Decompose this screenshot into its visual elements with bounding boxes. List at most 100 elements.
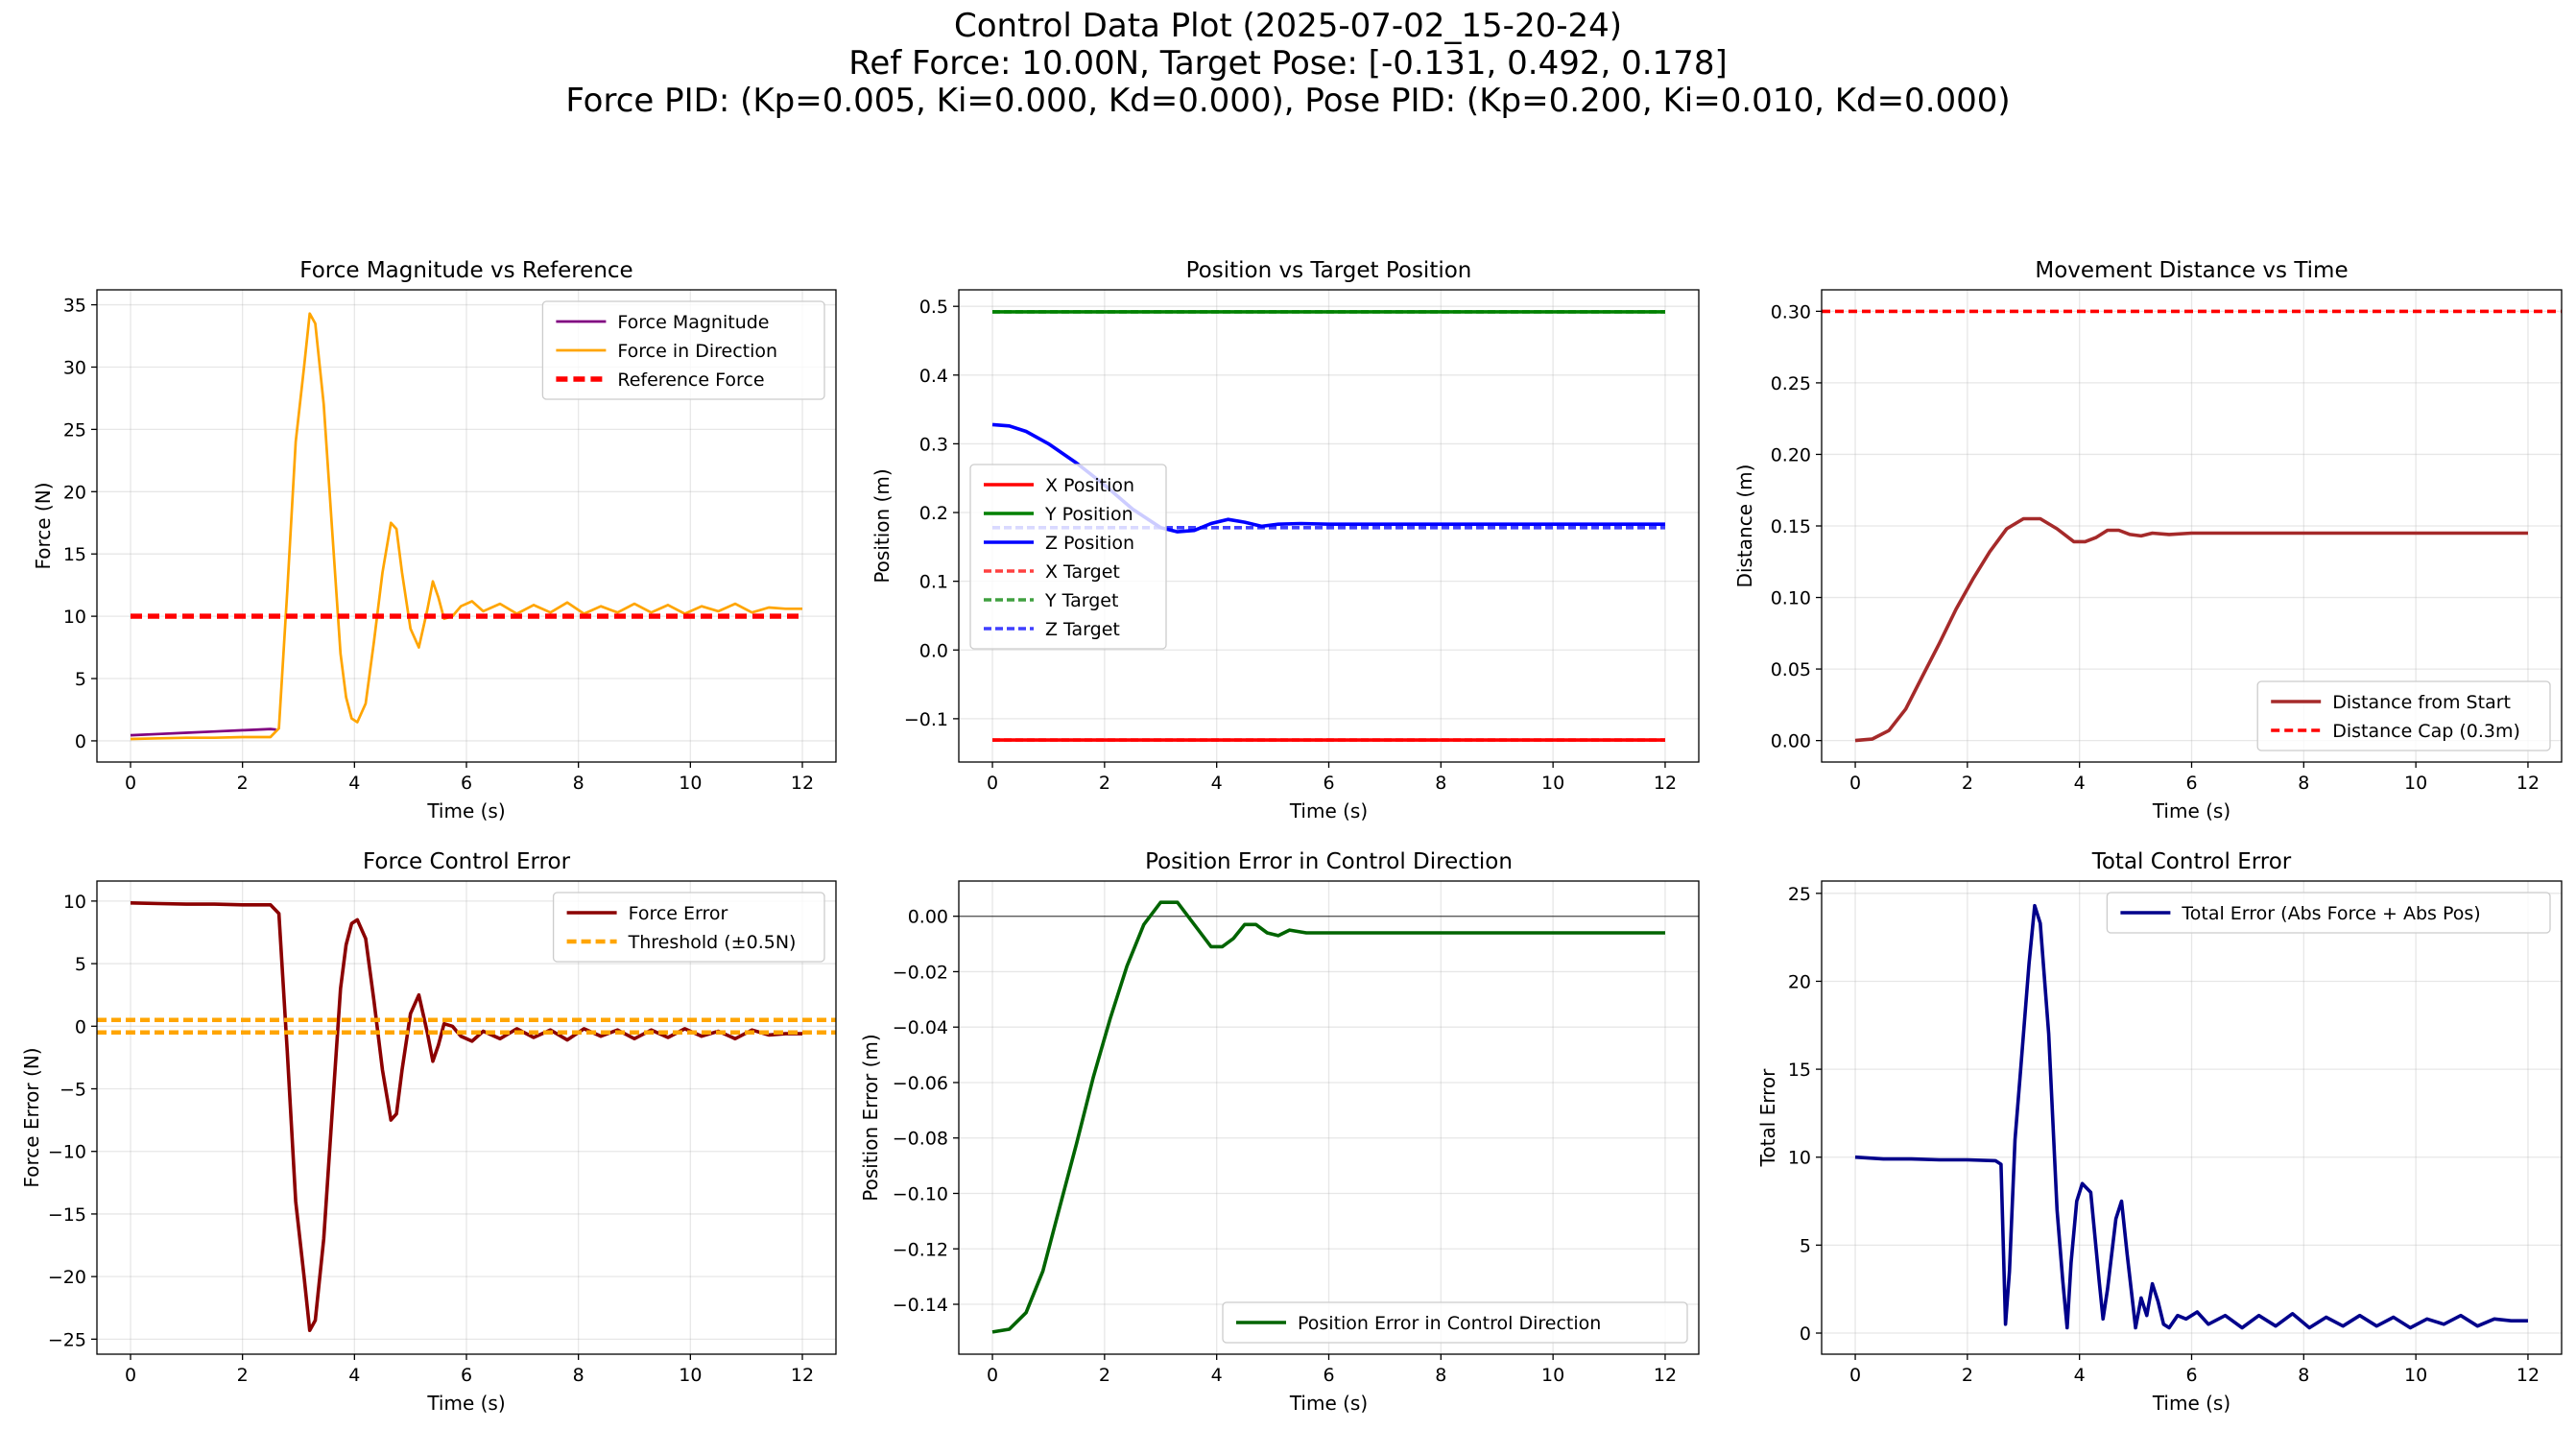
chart-distance: 0 2 4 6 8 10 12 0.00 0.05 0.10 0.15 0.20 0.25 0.30 Mov… [1733,258,2563,822]
y-tick-label: 0.1 [919,572,948,593]
y-tick-label: 0.0 [919,640,948,661]
x-tick-label: 8 [1435,1365,1446,1386]
legend-label: Force in Direction [617,341,777,362]
y-tick-label: −25 [48,1329,86,1350]
x-tick-label: 0 [125,1365,136,1386]
series-line-distance-from-start [1854,516,2528,743]
x-tick-label: 6 [1323,1365,1334,1386]
plot-area [1854,903,2528,1330]
x-axis-label: Time (s) [1289,799,1368,822]
figure-suptitle: Control Data Plot (2025-07-02_15-20-24) … [0,8,2576,120]
legend: Force Magnitude Force in Direction Referen… [541,300,825,400]
series-line-total-error-abs-force-abs-pos [1854,903,2528,1330]
x-tick-label: 12 [791,1365,814,1386]
y-axis-label: Position Error (m) [859,1034,882,1201]
y-tick-label: −0.06 [893,1073,948,1094]
x-tick-label: 2 [1099,773,1110,794]
chart-title: Force Magnitude vs Reference [299,258,632,283]
series-line-position-error-in-control-direction [991,900,1665,1334]
y-tick-label: 0.15 [1771,516,1811,537]
plot-area [97,901,836,1332]
y-axis-label: Distance (m) [1733,465,1756,588]
plot-area [130,312,802,741]
chart-title: Position vs Target Position [1186,258,1472,283]
x-tick-label: 0 [987,773,998,794]
legend-box [1222,1301,1688,1344]
x-tick-label: 0 [125,773,136,794]
x-tick-label: 4 [348,773,360,794]
x-tick-label: 4 [348,1365,360,1386]
y-tick-label: 0.25 [1771,373,1811,394]
y-tick-label: 0.30 [1771,301,1811,322]
y-axis-label: Position (m) [871,468,894,583]
y-tick-label: −0.02 [893,962,948,983]
y-tick-label: 0 [75,731,86,752]
x-tick-label: 0 [987,1365,998,1386]
y-tick-label: 0 [1800,1323,1811,1345]
legend-box [2256,680,2551,751]
legend-label: Distance from Start [2332,692,2511,713]
x-tick-label: 2 [237,1365,249,1386]
chart-title: Position Error in Control Direction [1145,849,1513,874]
y-tick-label: 10 [63,892,86,913]
y-tick-label: 0.3 [919,434,948,455]
y-tick-label: 5 [75,954,86,975]
x-tick-label: 6 [1323,773,1334,794]
x-tick-label: 8 [1435,773,1446,794]
legend-label: X Target [1045,561,1120,583]
x-tick-label: 6 [2185,1365,2197,1386]
chart-force: 0 2 4 6 8 10 12 0 5 10 15 20 25 30 35 Force Magnitude v… [32,258,837,822]
chart-position: 0 2 4 6 8 10 12 −0.1 0.0 0.1 0.2 0.3 0.4 0.5 Position … [871,258,1700,822]
x-axis-label: Time (s) [426,799,505,822]
x-tick-label: 10 [679,773,702,794]
legend-label: Distance Cap (0.3m) [2332,721,2520,742]
chart-force_error: 0 2 4 6 8 10 12 −25 −20 −15 −10 −5 0 5 10 Force Control… [20,849,837,1415]
x-tick-label: 12 [2516,1365,2540,1386]
series-line-force-magnitude [130,727,276,737]
y-tick-label: 0.2 [919,503,948,524]
chart-title: Movement Distance vs Time [2035,258,2348,283]
y-tick-label: 30 [63,357,86,378]
legend: X Position Y Position Z Position X Target Y … [969,464,1167,650]
y-tick-label: 0 [75,1016,86,1037]
y-tick-label: −0.1 [904,709,948,730]
y-tick-label: 0.00 [1771,731,1811,752]
legend-label: Force Magnitude [617,312,769,333]
y-tick-label: 0.10 [1771,588,1811,609]
x-tick-label: 8 [573,773,584,794]
y-tick-label: 15 [63,544,86,565]
y-tick-label: −15 [48,1204,86,1226]
legend: Position Error in Control Direction [1222,1301,1688,1344]
x-tick-label: 6 [461,773,472,794]
x-tick-label: 0 [1849,1365,1861,1386]
x-tick-label: 8 [2298,1365,2309,1386]
chart-position_error: 0 2 4 6 8 10 12 −0.14 −0.12 −0.10 −0.08 −0.06 −0.04 −… [859,849,1700,1415]
x-tick-label: 6 [2185,773,2197,794]
legend-label: X Position [1045,475,1134,496]
x-tick-label: 8 [2298,773,2309,794]
legend-label: Force Error [629,903,728,924]
legend-label: Total Error (Abs Force + Abs Pos) [2181,903,2480,924]
x-axis-label: Time (s) [1289,1392,1368,1415]
y-tick-label: −0.08 [893,1129,948,1150]
x-tick-label: 10 [679,1365,702,1386]
legend: Force Error Threshold (±0.5N) [552,892,825,963]
y-tick-label: −0.10 [893,1183,948,1204]
y-tick-label: 0.05 [1771,659,1811,680]
x-tick-label: 4 [2074,1365,2086,1386]
plot-area [1822,309,2562,743]
x-tick-label: 4 [1211,1365,1223,1386]
x-axis-label: Time (s) [2152,799,2230,822]
legend-label: Reference Force [617,369,764,391]
y-tick-label: 25 [63,419,86,441]
y-tick-label: −0.04 [893,1017,948,1038]
suptitle-line-3: Force PID: (Kp=0.005, Ki=0.000, Kd=0.000… [565,82,2011,120]
plot-area [991,900,1665,1334]
legend-box [2106,892,2551,934]
legend-label: Y Position [1044,504,1133,525]
x-tick-label: 2 [1962,773,1973,794]
y-tick-label: 10 [63,607,86,628]
legend-label: Position Error in Control Direction [1298,1313,1601,1334]
y-tick-label: 25 [1788,884,1811,905]
